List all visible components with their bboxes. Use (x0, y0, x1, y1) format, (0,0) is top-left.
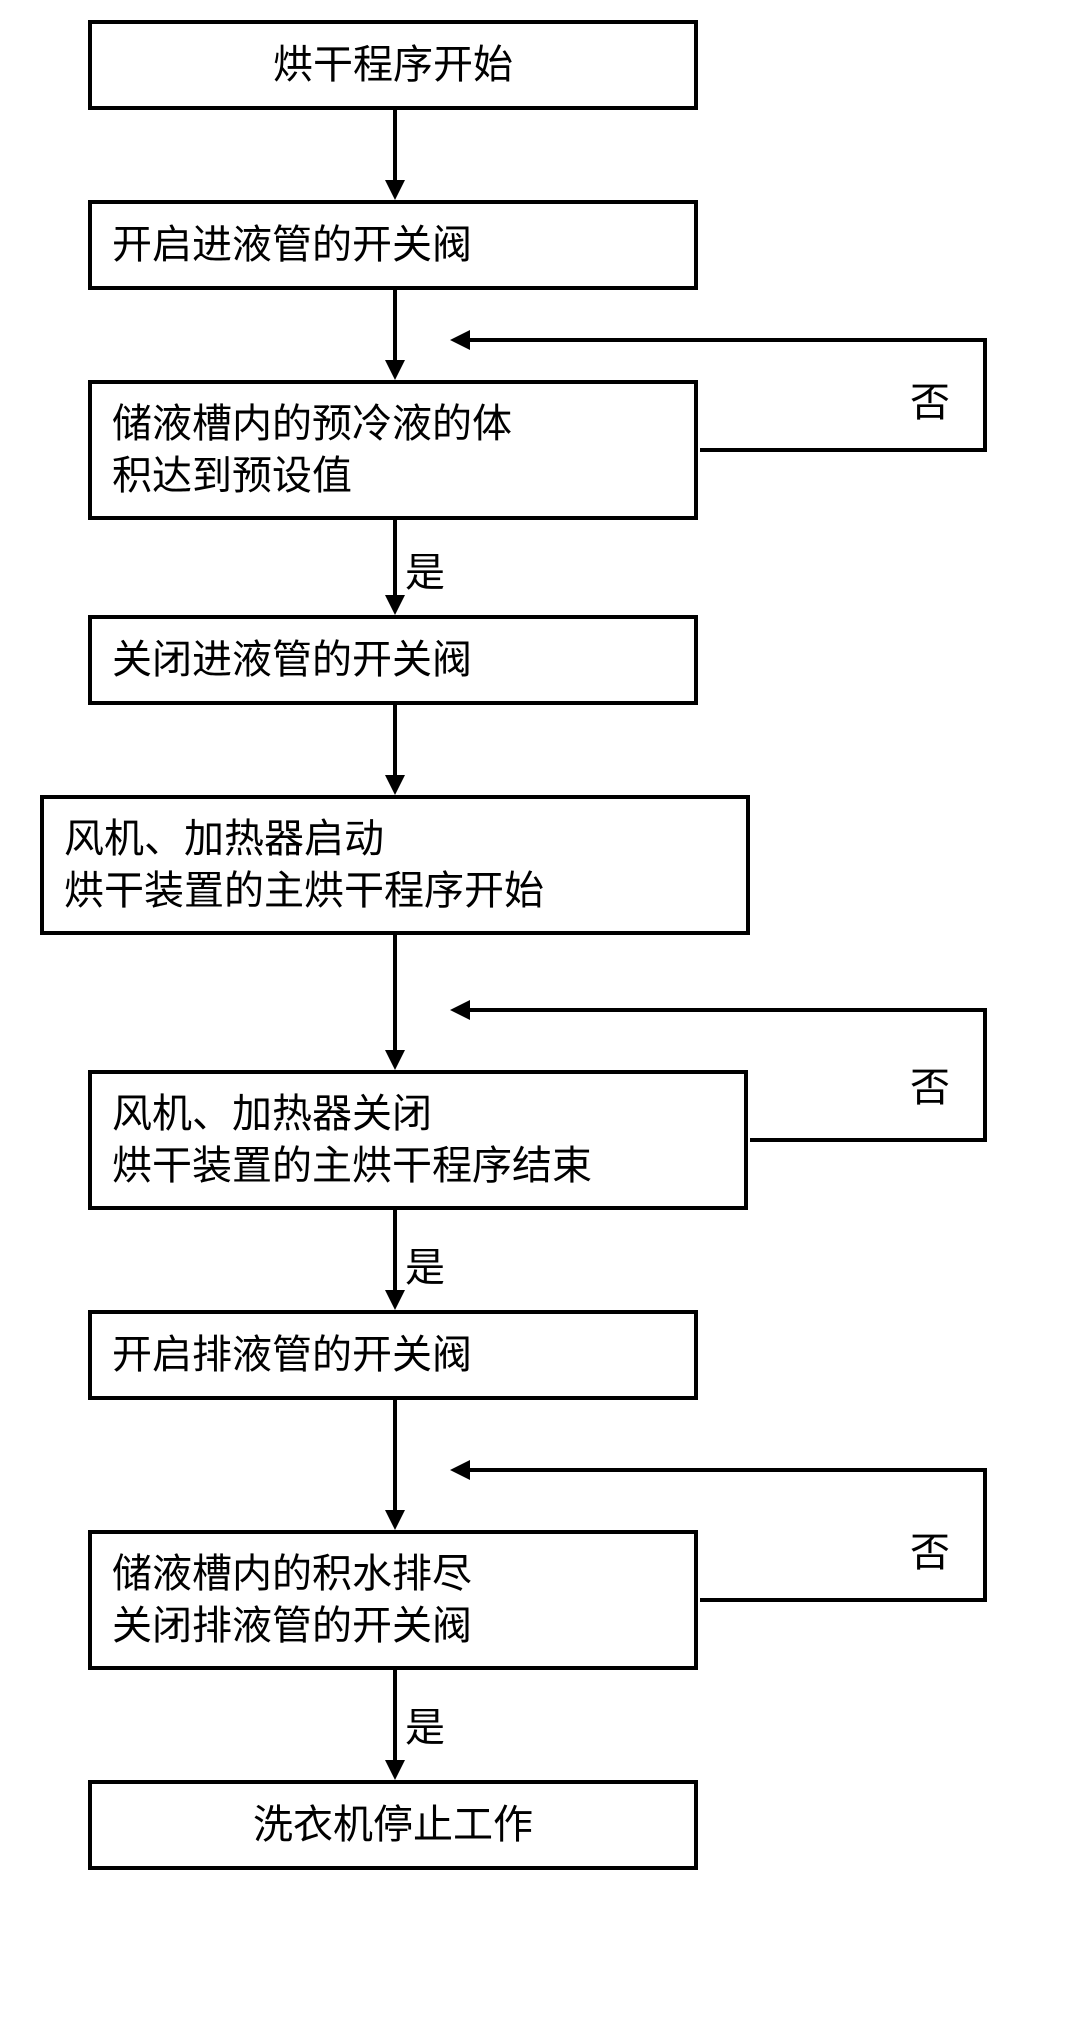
flow-edge (380, 1400, 410, 1530)
flow-edge-label: 是 (405, 1695, 445, 1753)
flow-edge (380, 935, 410, 1070)
flow-box-b7: 开启排液管的开关阀 (88, 1310, 698, 1400)
flow-box-line: 洗衣机停止工作 (253, 1799, 533, 1851)
flow-edge-label: 是 (405, 540, 445, 598)
flow-edge (380, 290, 410, 380)
flow-box-b5: 风机、加热器启动烘干装置的主烘干程序开始 (40, 795, 750, 935)
flow-box-line: 烘干程序开始 (273, 39, 513, 91)
flow-box-b2: 开启进液管的开关阀 (88, 200, 698, 290)
flow-edge-label: 否 (910, 370, 950, 428)
flow-box-line: 储液槽内的积水排尽 (112, 1548, 472, 1600)
flow-box-line: 关闭进液管的开关阀 (112, 634, 472, 686)
flow-box-line: 积达到预设值 (112, 450, 352, 502)
flow-edge-label: 否 (910, 1520, 950, 1578)
flow-edge (380, 110, 410, 200)
flow-box-line: 关闭排液管的开关阀 (112, 1600, 472, 1652)
flow-box-line: 开启排液管的开关阀 (112, 1329, 472, 1381)
flow-box-line: 风机、加热器关闭 (112, 1088, 432, 1140)
flow-box-line: 烘干装置的主烘干程序开始 (64, 865, 544, 917)
flowchart-container: 烘干程序开始开启进液管的开关阀储液槽内的预冷液的体积达到预设值关闭进液管的开关阀… (0, 20, 1079, 2001)
flow-edge (380, 705, 410, 795)
flow-box-b4: 关闭进液管的开关阀 (88, 615, 698, 705)
flow-box-b1: 烘干程序开始 (88, 20, 698, 110)
flow-box-b9: 洗衣机停止工作 (88, 1780, 698, 1870)
flow-box-line: 风机、加热器启动 (64, 813, 384, 865)
flow-edge-label: 否 (910, 1055, 950, 1113)
flow-edge-label: 是 (405, 1235, 445, 1293)
flow-box-line: 开启进液管的开关阀 (112, 219, 472, 271)
